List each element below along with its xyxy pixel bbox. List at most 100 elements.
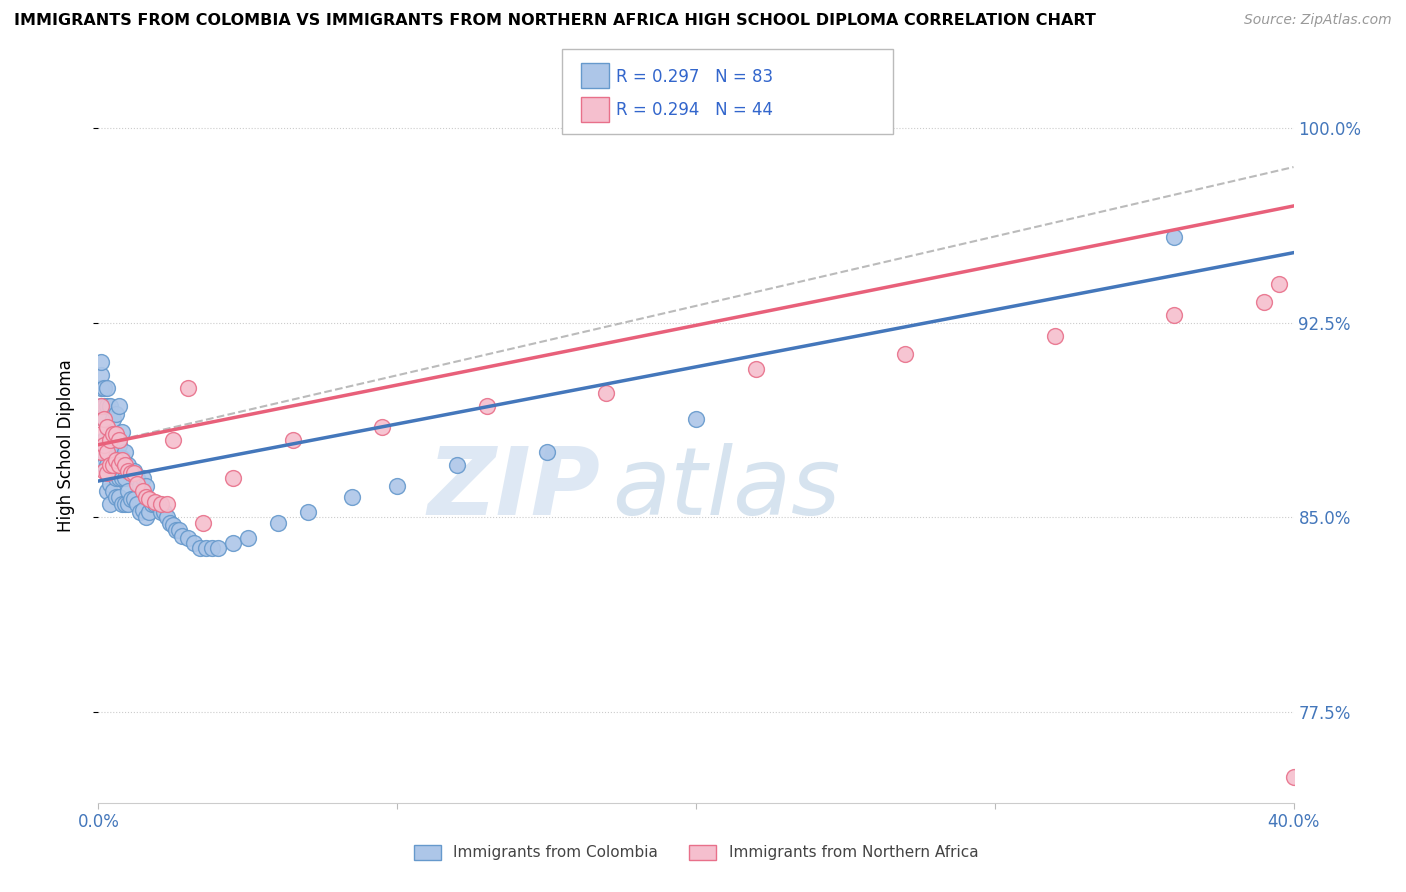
Point bbox=[135, 479, 157, 493]
Text: Source: ZipAtlas.com: Source: ZipAtlas.com bbox=[1244, 13, 1392, 28]
Point bbox=[90, 445, 112, 459]
Point bbox=[127, 471, 149, 485]
Point bbox=[90, 427, 112, 442]
Point bbox=[143, 497, 166, 511]
Point bbox=[98, 433, 122, 447]
Point bbox=[127, 497, 149, 511]
Point bbox=[371, 419, 394, 434]
Point bbox=[188, 541, 211, 556]
Point bbox=[103, 427, 125, 442]
Point bbox=[96, 399, 118, 413]
Point bbox=[150, 497, 173, 511]
Point bbox=[156, 510, 179, 524]
Point bbox=[1163, 230, 1185, 244]
Point bbox=[93, 458, 115, 473]
Point bbox=[105, 438, 128, 452]
Point bbox=[745, 362, 768, 376]
Point bbox=[536, 445, 558, 459]
Point bbox=[105, 471, 128, 485]
Point bbox=[98, 445, 122, 459]
Point bbox=[93, 399, 115, 413]
Point bbox=[96, 381, 118, 395]
Point bbox=[281, 433, 304, 447]
Point bbox=[108, 438, 131, 452]
Point bbox=[222, 536, 245, 550]
Point bbox=[1163, 308, 1185, 322]
Point bbox=[105, 407, 128, 421]
Y-axis label: High School Diploma: High School Diploma bbox=[56, 359, 75, 533]
Text: IMMIGRANTS FROM COLOMBIA VS IMMIGRANTS FROM NORTHERN AFRICA HIGH SCHOOL DIPLOMA : IMMIGRANTS FROM COLOMBIA VS IMMIGRANTS F… bbox=[14, 13, 1095, 29]
Point bbox=[138, 505, 160, 519]
Point bbox=[135, 490, 157, 504]
Text: R = 0.297   N = 83: R = 0.297 N = 83 bbox=[616, 68, 773, 86]
Point bbox=[111, 425, 134, 439]
Point bbox=[138, 492, 160, 507]
Point bbox=[103, 445, 125, 459]
Point bbox=[150, 505, 173, 519]
Point bbox=[93, 433, 115, 447]
Point bbox=[207, 541, 229, 556]
Point bbox=[90, 354, 112, 368]
Point bbox=[114, 497, 136, 511]
Point bbox=[127, 476, 149, 491]
Point bbox=[120, 467, 142, 481]
Text: R = 0.294   N = 44: R = 0.294 N = 44 bbox=[616, 102, 773, 120]
Point bbox=[177, 381, 200, 395]
Point bbox=[183, 536, 205, 550]
Point bbox=[96, 458, 118, 473]
Point bbox=[120, 492, 142, 507]
Point bbox=[111, 450, 134, 465]
Point bbox=[93, 411, 115, 425]
Point bbox=[96, 484, 118, 499]
Point bbox=[297, 505, 319, 519]
Point bbox=[90, 381, 112, 395]
Point bbox=[111, 453, 134, 467]
Point bbox=[117, 464, 139, 478]
Point bbox=[105, 453, 128, 467]
Point bbox=[111, 497, 134, 511]
Point bbox=[108, 458, 131, 473]
Point bbox=[132, 484, 155, 499]
Point bbox=[342, 490, 364, 504]
Point bbox=[236, 531, 259, 545]
Point bbox=[111, 471, 134, 485]
Point bbox=[191, 516, 214, 530]
Point bbox=[105, 427, 128, 442]
Point bbox=[141, 497, 163, 511]
Point bbox=[96, 467, 118, 481]
Point bbox=[1267, 277, 1289, 291]
Point bbox=[108, 433, 131, 447]
Point bbox=[132, 502, 155, 516]
Point bbox=[93, 464, 115, 478]
Point bbox=[1043, 328, 1066, 343]
Point bbox=[117, 497, 139, 511]
Point bbox=[385, 479, 409, 493]
Point bbox=[105, 490, 128, 504]
Point bbox=[108, 471, 131, 485]
Point bbox=[120, 467, 142, 481]
Point bbox=[93, 438, 115, 452]
Point bbox=[195, 541, 218, 556]
Point bbox=[117, 484, 139, 499]
Point bbox=[162, 433, 184, 447]
Point bbox=[96, 440, 118, 454]
Point bbox=[162, 518, 184, 533]
Point bbox=[159, 516, 181, 530]
Point bbox=[93, 411, 115, 425]
Point bbox=[96, 419, 118, 434]
Point bbox=[96, 419, 118, 434]
Point bbox=[108, 490, 131, 504]
Point bbox=[114, 445, 136, 459]
Point bbox=[143, 495, 166, 509]
Point bbox=[685, 411, 707, 425]
Point bbox=[124, 467, 146, 481]
Point bbox=[124, 492, 146, 507]
Point bbox=[132, 471, 155, 485]
Point bbox=[267, 516, 290, 530]
Point bbox=[93, 445, 115, 459]
Point bbox=[129, 479, 152, 493]
Text: atlas: atlas bbox=[613, 443, 841, 534]
Point bbox=[135, 510, 157, 524]
Point bbox=[98, 458, 122, 473]
Point bbox=[103, 458, 125, 473]
